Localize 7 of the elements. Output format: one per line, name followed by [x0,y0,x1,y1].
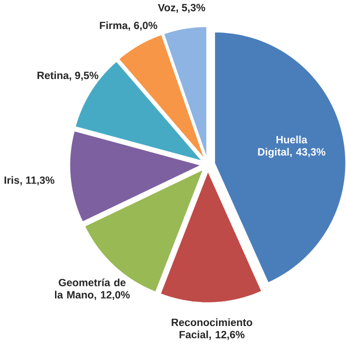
slice-label: Voz, 5,3% [158,4,206,13]
slice-label: Iris, 11,3% [4,176,54,186]
slice-label: Retina, 9,5% [38,72,98,81]
slice-label: Geometría de la Mano, 12,0% [54,278,130,300]
slice-label: Firma, 6,0% [100,22,158,31]
slice-label: Huella Digital, 43,3% [258,136,326,158]
slice-label: Reconocimiento Facial, 12,6% [172,318,252,340]
